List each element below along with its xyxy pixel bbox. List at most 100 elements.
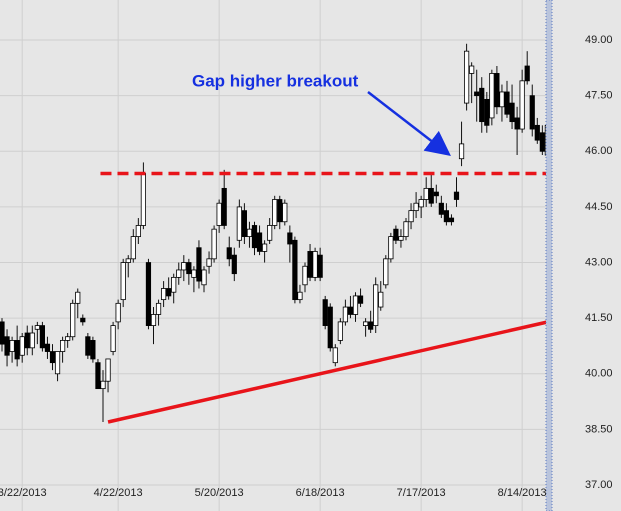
x-tick-label: 5/20/2013 <box>195 487 244 499</box>
candle-body <box>428 187 434 204</box>
candle-body <box>120 262 126 301</box>
y-tick-label: 38.50 <box>585 423 613 435</box>
candle-body <box>388 236 394 260</box>
candle-body <box>145 262 152 326</box>
candle-body <box>378 291 384 308</box>
candle-body <box>251 225 258 249</box>
annotation-arrow <box>367 91 451 157</box>
candle-body <box>469 65 475 74</box>
candle-body <box>368 321 374 330</box>
candle-body <box>448 217 455 223</box>
candle-body <box>105 358 111 382</box>
candle-body <box>196 247 202 282</box>
candle-body <box>277 199 283 223</box>
candle-body <box>211 228 217 260</box>
candle-body <box>85 336 91 356</box>
candle-body <box>534 124 540 141</box>
candle-body <box>393 228 399 241</box>
candle-body <box>337 321 343 341</box>
chart-edge <box>545 0 553 511</box>
candle-body <box>302 265 308 286</box>
candle-body <box>529 95 535 130</box>
candle-body <box>80 317 86 323</box>
candle-body <box>216 202 222 226</box>
candle-body <box>0 321 5 345</box>
candle-body <box>373 284 379 326</box>
y-tick-label: 37.00 <box>585 479 613 491</box>
candle-body <box>312 251 318 278</box>
candle-body <box>403 221 409 237</box>
candle-body <box>100 380 106 390</box>
y-tick-label: 46.00 <box>585 145 613 157</box>
candle-body <box>272 199 278 226</box>
candle-body <box>90 340 96 360</box>
candle-body <box>95 362 101 390</box>
y-tick-label: 40.00 <box>585 368 613 380</box>
y-tick-label: 49.00 <box>585 34 613 46</box>
candle-body <box>282 202 288 223</box>
candle-body <box>34 325 40 330</box>
candle-body <box>484 98 490 126</box>
plot-area <box>0 43 551 424</box>
candle-body <box>256 232 263 252</box>
candle-body <box>125 258 131 263</box>
candle-body <box>110 325 116 352</box>
candle-body <box>479 87 485 123</box>
candle-body <box>297 291 303 301</box>
candle-body <box>332 347 338 364</box>
candle-body <box>489 73 495 119</box>
candle-body <box>140 173 146 226</box>
candle-body <box>418 199 424 208</box>
candle-body <box>19 336 25 356</box>
candle-body <box>327 306 333 349</box>
candle-body <box>362 321 369 326</box>
candle-body <box>261 243 268 252</box>
candle-body <box>539 132 545 152</box>
candle-body <box>150 314 157 326</box>
candle-body <box>14 340 20 360</box>
candle-body <box>60 340 66 352</box>
candle-body <box>317 254 323 278</box>
candle-body <box>54 351 61 375</box>
x-tick-label: 8/14/2013 <box>498 487 547 499</box>
candle-body <box>231 254 237 275</box>
support-line <box>107 320 549 424</box>
candle-body <box>322 299 328 326</box>
x-tick-label: 6/18/2013 <box>296 487 345 499</box>
candle-body <box>398 236 404 241</box>
candle-body <box>474 91 480 97</box>
candle-body <box>130 236 136 260</box>
candle-body <box>463 50 470 104</box>
candle-body <box>166 288 172 297</box>
candle-body <box>292 239 298 301</box>
candle-body <box>181 262 187 271</box>
candle-body <box>443 210 450 223</box>
candle-body <box>176 269 182 278</box>
candle-body <box>453 191 460 200</box>
x-tick-label: 7/17/2013 <box>397 487 446 499</box>
annotation: Gap higher breakout <box>192 71 359 90</box>
candle-body <box>201 269 207 286</box>
candle-body <box>413 202 419 212</box>
candle-body <box>65 336 71 341</box>
candle-body <box>4 336 10 356</box>
candle-body <box>504 91 510 115</box>
candle-body <box>155 302 162 315</box>
candle-body <box>226 247 232 260</box>
candle-body <box>221 187 227 226</box>
candle-body <box>499 91 505 108</box>
candle-body <box>352 295 359 315</box>
candle-body <box>357 295 364 304</box>
candle-body <box>49 351 56 364</box>
candle-body <box>423 187 429 200</box>
x-tick-label: 4/22/2013 <box>94 487 143 499</box>
candle-body <box>191 269 197 278</box>
candle-body <box>246 228 253 237</box>
y-tick-label: 47.50 <box>585 90 613 102</box>
candle-body <box>29 332 35 349</box>
candle-body <box>347 306 354 315</box>
candle-body <box>342 306 349 323</box>
candle-body <box>24 332 30 349</box>
candle-body <box>383 258 389 286</box>
